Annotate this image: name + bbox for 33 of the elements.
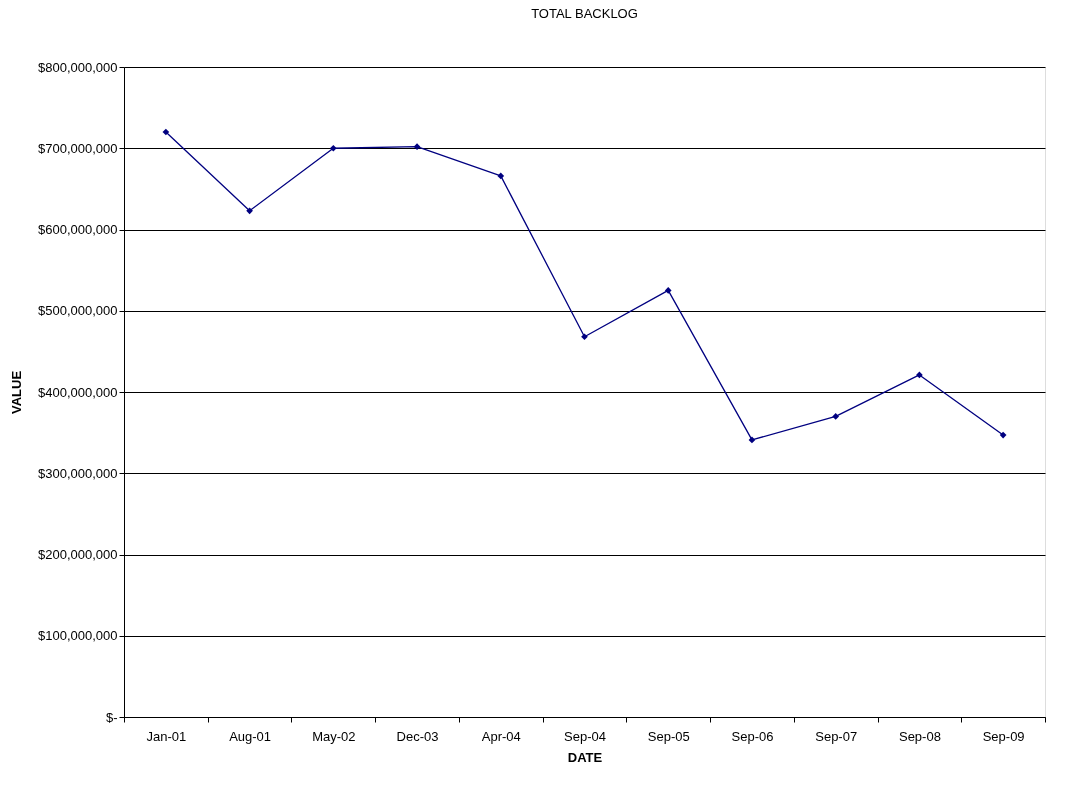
x-axis-title: DATE bbox=[567, 749, 603, 765]
x-tick-label: Aug-01 bbox=[229, 728, 272, 744]
y-tick-label: $500,000,000 bbox=[37, 303, 118, 319]
x-tick-label: Sep-08 bbox=[898, 728, 941, 744]
x-tick-label: Sep-09 bbox=[982, 728, 1025, 744]
point bbox=[162, 128, 170, 136]
y-tick-label: $- bbox=[105, 709, 118, 725]
point bbox=[999, 431, 1007, 439]
point bbox=[329, 144, 337, 152]
x-tick-label: Apr-04 bbox=[481, 728, 521, 744]
y-tick-label: $300,000,000 bbox=[37, 465, 118, 481]
point bbox=[916, 371, 923, 379]
x-tick-label: Jan-01 bbox=[146, 728, 187, 744]
chart-title: TOTAL BACKLOG bbox=[531, 6, 638, 21]
y-tick-label: $600,000,000 bbox=[37, 222, 118, 237]
point bbox=[664, 287, 672, 294]
x-tick-label: Sep-04 bbox=[564, 728, 606, 744]
x-tick-label: Dec-03 bbox=[396, 728, 439, 744]
y-axis-title: VALUE bbox=[8, 370, 24, 415]
y-tick-label: $400,000,000 bbox=[37, 384, 118, 400]
point bbox=[748, 436, 756, 444]
y-tick-label: $200,000,000 bbox=[37, 547, 118, 562]
x-tick-label: May-02 bbox=[312, 728, 356, 744]
y-tick-label: $100,000,000 bbox=[37, 628, 118, 644]
point bbox=[581, 333, 588, 341]
y-tick-label: $800,000,000 bbox=[37, 59, 118, 75]
x-tick-label: Sep-06 bbox=[731, 728, 774, 744]
y-tick-label: $700,000,000 bbox=[37, 140, 118, 156]
point bbox=[246, 207, 253, 215]
point bbox=[832, 413, 840, 420]
x-tick-label: Sep-05 bbox=[647, 728, 690, 744]
point bbox=[497, 172, 505, 180]
x-tick-label: Sep-07 bbox=[815, 728, 858, 744]
